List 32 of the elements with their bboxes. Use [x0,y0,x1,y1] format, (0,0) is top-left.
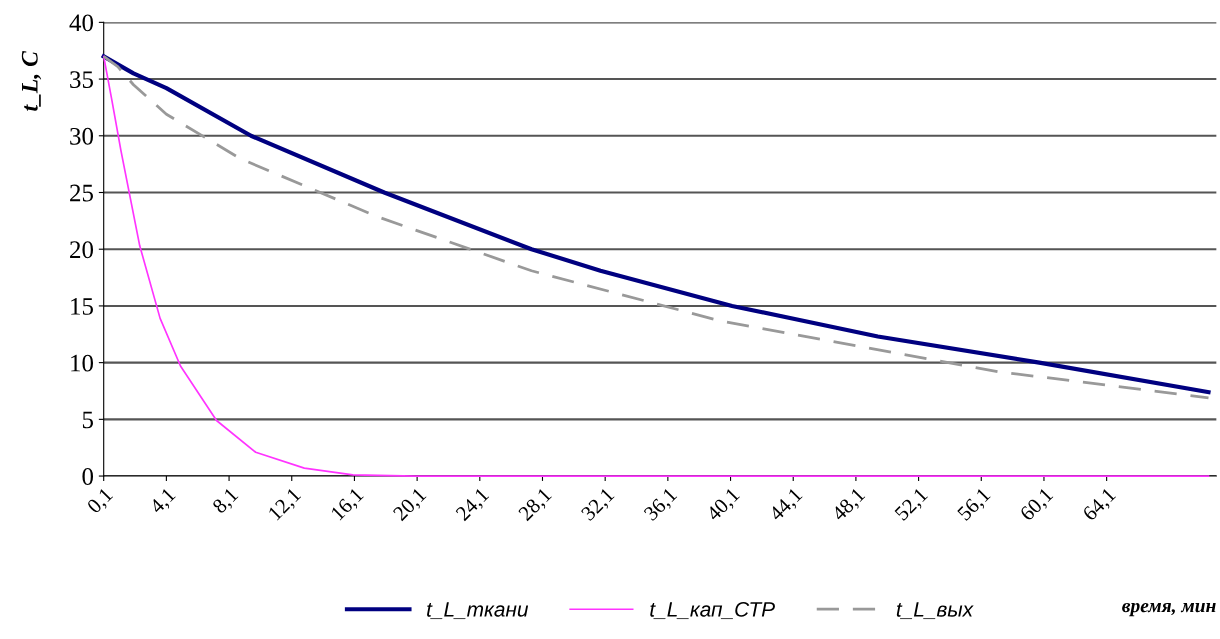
x-tick-label: 60,1 [1019,487,1056,524]
y-tick-label: 10 [71,354,94,372]
legend-label: t_L_ткани [427,602,529,620]
x-tick-label: 40,1 [705,487,743,524]
x-tick-label: 20,1 [392,487,429,524]
x-tick-label: 64,1 [1081,487,1119,524]
y-tick-label: 5 [82,411,93,429]
x-tick-label: 8,1 [211,487,241,517]
y-tick-label: 25 [70,184,93,202]
legend-label: t_L_вых [896,602,974,620]
y-axis-title: t_L, C [21,50,42,111]
y-tick-label: 15 [71,298,93,315]
x-tick-label: 16,1 [330,487,367,523]
x-tick-label: 0,1 [86,487,116,517]
x-axis-title: время, мин [1122,602,1216,617]
x-tick-label: 36,1 [643,487,680,524]
x-tick-label: 52,1 [894,487,931,524]
x-tick-label: 12,1 [267,487,304,523]
y-tick-label: 35 [70,71,93,88]
y-tick-label: 30 [70,127,94,145]
legend-label: t_L_кап_СТР [650,601,775,620]
x-tick-label: 48,1 [830,487,868,524]
x-tick-label: 44,1 [768,487,805,524]
y-tick-label: 20 [70,241,94,259]
y-tick-label: 40 [69,14,94,32]
x-tick-label: 32,1 [580,487,617,524]
y-tick-label: 0 [82,468,94,485]
x-tick-label: 24,1 [455,487,492,524]
x-tick-label: 4,1 [148,487,178,517]
line-series [102,55,1210,477]
x-tick-label: 28,1 [517,487,555,524]
x-tick-label: 56,1 [956,487,993,524]
